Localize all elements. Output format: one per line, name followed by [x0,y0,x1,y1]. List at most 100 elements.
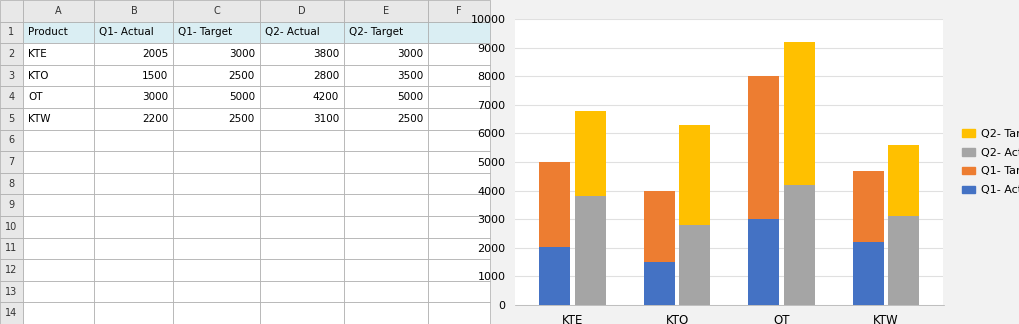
Text: E: E [383,6,389,16]
Bar [260,173,344,194]
Bar [173,87,260,108]
Text: 2: 2 [8,49,14,59]
Bar [22,87,95,108]
Text: C: C [213,6,220,16]
Bar [0,0,22,22]
Bar [95,281,173,302]
Text: 2200: 2200 [142,114,168,124]
Bar [95,216,173,237]
Text: 5: 5 [8,114,14,124]
Bar [22,151,95,173]
Bar [344,281,428,302]
Bar [22,173,95,194]
Bar [260,281,344,302]
Text: B: B [130,6,138,16]
Bar [428,216,489,237]
Bar [574,111,605,196]
Bar [22,0,95,22]
Text: 6: 6 [8,135,14,145]
Bar [428,65,489,87]
Text: 3500: 3500 [396,71,423,81]
Bar [428,237,489,259]
Bar [22,281,95,302]
Bar [344,87,428,108]
Bar [22,130,95,151]
Text: 5000: 5000 [396,92,423,102]
Text: Product: Product [29,28,67,37]
Bar [173,237,260,259]
Bar [260,194,344,216]
Text: 9: 9 [8,200,14,210]
Bar [22,22,95,43]
Text: 8: 8 [8,179,14,189]
Legend: Q2- Target, Q2- Actual, Q1- Target, Q1- Actual: Q2- Target, Q2- Actual, Q1- Target, Q1- … [957,124,1019,200]
Bar [428,22,489,43]
Bar [643,191,675,262]
Text: 4: 4 [8,92,14,102]
Text: KTO: KTO [29,71,49,81]
Bar [260,259,344,281]
Bar [173,22,260,43]
Text: 2500: 2500 [396,114,423,124]
Bar [173,108,260,130]
Bar [260,0,344,22]
Text: Q1- Target: Q1- Target [178,28,232,37]
Bar [679,225,710,305]
Bar [574,196,605,305]
Bar [428,87,489,108]
Text: 3: 3 [8,71,14,81]
Bar [173,65,260,87]
Bar [888,145,918,216]
Bar [344,130,428,151]
Bar [539,162,570,248]
Bar [344,173,428,194]
Bar [260,302,344,324]
Bar [344,22,428,43]
Text: Q1- Actual: Q1- Actual [100,28,154,37]
Bar [783,42,814,185]
Bar [0,43,22,65]
Bar [344,216,428,237]
Bar [679,125,710,225]
Bar [0,194,22,216]
Bar [783,185,814,305]
Text: 2500: 2500 [228,71,255,81]
Bar [173,259,260,281]
Bar [22,259,95,281]
Bar [0,173,22,194]
Bar [22,216,95,237]
Bar [0,151,22,173]
Bar [95,22,173,43]
Text: 1: 1 [8,28,14,37]
Bar [260,65,344,87]
Bar [428,259,489,281]
Bar [95,130,173,151]
Bar [95,0,173,22]
Text: 7: 7 [8,157,14,167]
Bar [344,194,428,216]
Text: F: F [455,6,462,16]
Text: OT: OT [29,92,43,102]
Text: A: A [55,6,62,16]
Bar [173,216,260,237]
Bar [173,0,260,22]
Text: Q2- Actual: Q2- Actual [265,28,320,37]
Bar [95,43,173,65]
Bar [344,302,428,324]
Text: 2500: 2500 [228,114,255,124]
Text: 1500: 1500 [142,71,168,81]
Text: 2005: 2005 [142,49,168,59]
Text: KTE: KTE [29,49,47,59]
Bar [22,194,95,216]
Text: 12: 12 [5,265,17,275]
Text: 3000: 3000 [228,49,255,59]
Bar [22,237,95,259]
Bar [643,262,675,305]
Bar [0,65,22,87]
Text: 4200: 4200 [313,92,339,102]
Bar [344,237,428,259]
Bar [0,237,22,259]
Bar [852,170,883,242]
Bar [260,237,344,259]
Bar [428,194,489,216]
